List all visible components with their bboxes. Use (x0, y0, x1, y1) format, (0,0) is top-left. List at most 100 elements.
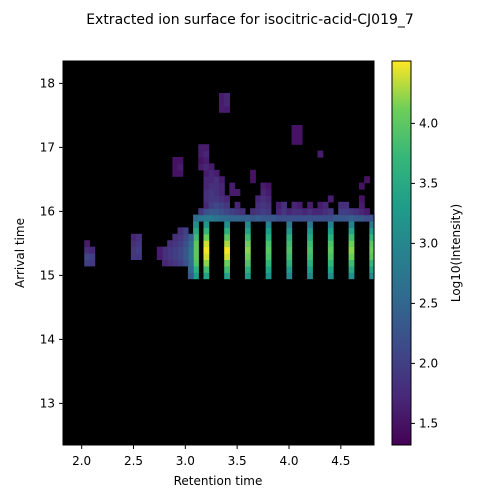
heatmap-cell (348, 227, 355, 235)
heatmap-cell (203, 150, 210, 158)
heatmap-cell (224, 246, 230, 254)
heatmap-cell (136, 233, 142, 241)
heatmap-cell (224, 214, 230, 222)
heatmap-cell (291, 125, 298, 132)
chart-title: Extracted ion surface for isocitric-acid… (86, 12, 414, 28)
heatmap-cell (162, 253, 168, 260)
heatmap-cell (286, 208, 293, 216)
heatmap-cell (348, 233, 355, 241)
heatmap-cell (265, 240, 272, 248)
plot-background (63, 61, 374, 445)
heatmap-cell (291, 137, 298, 145)
heatmap-cell (193, 214, 199, 222)
heatmap-cell (291, 214, 298, 222)
y-tick-label: 18 (40, 76, 55, 90)
heatmap-cell (307, 246, 313, 254)
heatmap-cell (193, 227, 199, 235)
heatmap-cell (219, 93, 225, 100)
heatmap-cell (301, 208, 308, 216)
colorbar-tick-label: 3.5 (419, 176, 438, 190)
heatmap-cell (219, 201, 225, 209)
heatmap-cell (193, 259, 199, 267)
heatmap-cell (307, 272, 313, 280)
heatmap-cell (130, 246, 137, 254)
heatmap-cell (182, 259, 189, 267)
heatmap-cell (265, 272, 272, 280)
heatmap-cell (301, 214, 308, 222)
heatmap-cell (281, 214, 287, 222)
heatmap-cell (244, 227, 251, 235)
heatmap-cell (260, 189, 267, 196)
heatmap-cell (136, 253, 142, 260)
heatmap-cell (343, 214, 350, 222)
heatmap-cell (348, 265, 355, 273)
heatmap-cell (369, 246, 375, 254)
heatmap-cell (198, 157, 205, 164)
heatmap-cell (224, 195, 230, 203)
heatmap-cell (172, 259, 179, 267)
heatmap-cell (193, 221, 199, 228)
heatmap-cell (203, 259, 210, 267)
heatmap-cell (312, 208, 319, 216)
heatmap-cell (172, 240, 179, 248)
heatmap-cell (234, 208, 241, 216)
heatmap-cell (265, 253, 272, 260)
heatmap-cell (276, 214, 282, 222)
y-axis: 13 14 15 16 17 18 (40, 76, 63, 410)
heatmap-cell (265, 265, 272, 273)
y-tick-label: 17 (40, 140, 55, 154)
heatmap-cell (198, 144, 205, 152)
heatmap-cell (213, 201, 220, 209)
heatmap-cell (265, 182, 272, 190)
heatmap-cell (255, 208, 262, 216)
heatmap-cell (203, 208, 210, 216)
heatmap-cell (208, 176, 215, 184)
heatmap-cell (224, 93, 230, 100)
heatmap-cell (369, 227, 375, 235)
heatmap-cell (322, 214, 329, 222)
heatmap-cell (265, 201, 272, 209)
heatmap-cell (167, 259, 173, 267)
heatmap-cell (167, 240, 173, 248)
heatmap-cell (244, 253, 251, 260)
heatmap-cell (177, 240, 184, 248)
heatmap-cell (348, 221, 355, 228)
heatmap-cell (265, 214, 272, 222)
heatmap-cell (286, 272, 293, 280)
colorbar-tick-label: 4.0 (419, 116, 438, 130)
heatmap-cell (203, 272, 210, 280)
heatmap-cell (224, 99, 230, 107)
heatmap-cell (327, 272, 334, 280)
heatmap-cell (307, 214, 313, 222)
heatmap-cell (358, 208, 365, 216)
heatmap-cell (187, 246, 194, 254)
x-tick-label: 4.5 (331, 454, 350, 468)
x-tick-label: 2.0 (72, 454, 91, 468)
heatmap-cell (203, 265, 210, 273)
heatmap-cell (182, 253, 189, 260)
heatmap-cell (234, 201, 241, 209)
heatmap-cell (265, 233, 272, 241)
heatmap-cell (203, 233, 210, 241)
heatmap-cell (208, 201, 215, 209)
heatmap-cell (84, 259, 91, 267)
heatmap-cell (286, 265, 293, 273)
y-tick-label: 13 (40, 396, 55, 410)
heatmap-cell (172, 169, 179, 177)
heatmap-cell (244, 240, 251, 248)
heatmap-cell (84, 240, 91, 248)
heatmap-cell (250, 169, 256, 177)
heatmap-cell (213, 169, 220, 177)
y-axis-label: Arrival time (13, 218, 27, 288)
heatmap-cell (182, 246, 189, 254)
heatmap-cell (187, 240, 194, 248)
heatmap-cell (193, 233, 199, 241)
heatmap-cell (130, 233, 137, 241)
x-tick-label: 3.5 (228, 454, 247, 468)
heatmap-cell (177, 233, 184, 241)
y-tick-label: 14 (40, 332, 55, 346)
heatmap-cell (172, 163, 179, 171)
x-tick-label: 3.0 (176, 454, 195, 468)
heatmap-cell (265, 189, 272, 196)
heatmap-cell (296, 214, 303, 222)
